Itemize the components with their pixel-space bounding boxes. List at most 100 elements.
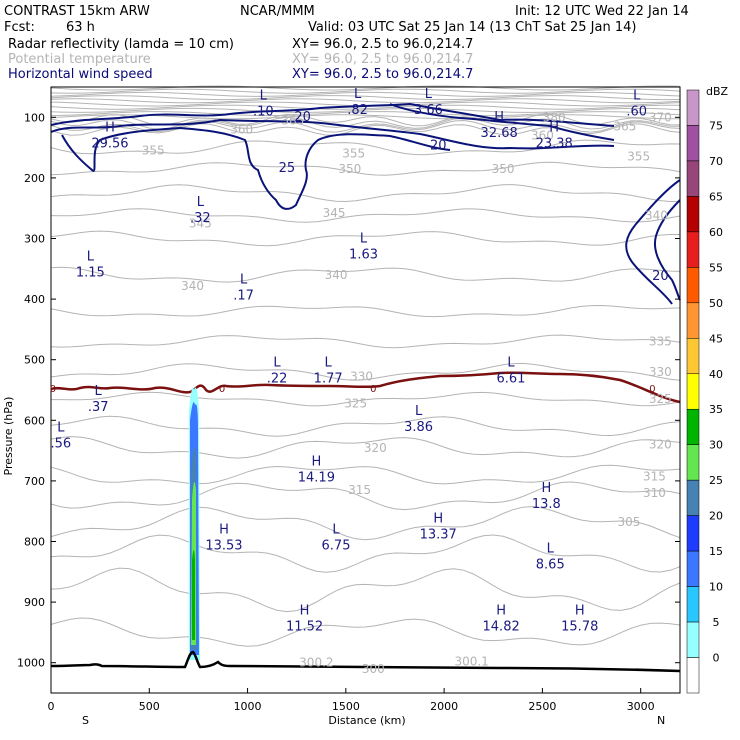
model-title: CONTRAST 15km ARW <box>4 4 150 19</box>
extremum-value: 3.86 <box>404 420 433 435</box>
extremum-value: 32.68 <box>481 126 518 141</box>
extremum-value: .22 <box>267 372 288 387</box>
wind-label: 25 <box>279 161 296 176</box>
theta-contour-line <box>50 464 681 485</box>
extremum-value: .82 <box>347 103 368 118</box>
field-wind-xy: XY= 96.0, 2.5 to 96.0,214.7 <box>292 67 473 82</box>
theta-label: 355 <box>342 147 365 161</box>
extremum-value: 13.8 <box>532 497 561 512</box>
colorbar-level: 75 <box>709 119 723 132</box>
y-tick-label: 1000 <box>17 657 45 670</box>
theta-label: 350 <box>492 162 515 176</box>
theta-band-line <box>50 119 681 133</box>
colorbar-swatch <box>686 657 700 694</box>
wind-min-marker: L <box>57 420 65 435</box>
theta-band-line <box>50 98 681 104</box>
init-time: Init: 12 UTC Wed 22 Jan 14 <box>515 4 689 19</box>
colorbar-swatch <box>686 267 700 304</box>
theta-label: 355 <box>142 144 165 158</box>
x-tick-label: 3000 <box>627 700 655 713</box>
colorbar-swatch <box>686 373 700 410</box>
extremum-value: 14.82 <box>483 619 520 634</box>
y-tick-label: 900 <box>24 596 45 609</box>
colorbar-swatch <box>686 621 700 658</box>
north-label: N <box>657 714 665 727</box>
theta-label: 335 <box>649 335 672 349</box>
theta-label: 345 <box>189 216 212 230</box>
theta-label: 340 <box>181 279 204 293</box>
theta-label: 325 <box>649 392 672 406</box>
extremum-value: 13.53 <box>205 538 242 553</box>
wind-contour-20-right <box>625 179 681 305</box>
theta-band-line <box>50 88 681 94</box>
wind-contour-20-upper <box>50 102 615 127</box>
forecast-hours: 63 h <box>66 20 95 35</box>
wind-contour-20-mid <box>50 118 615 150</box>
wind-max-marker: H <box>105 121 115 136</box>
theta-label: 340 <box>325 268 348 282</box>
theta-contour-line <box>50 481 681 511</box>
theta-band-line <box>50 85 681 91</box>
colorbar-level: 60 <box>709 226 723 239</box>
wind-max-marker: H <box>496 603 506 618</box>
plot-frame <box>50 86 681 694</box>
plot-background <box>51 87 680 693</box>
theta-label: 305 <box>617 515 640 529</box>
wind-contour-20-topright <box>389 103 615 141</box>
theta-contour-line <box>50 415 681 437</box>
theta-contour-line <box>50 506 681 541</box>
theta-contour-line <box>50 184 681 203</box>
wind-min-marker: L <box>260 88 268 103</box>
wind-contour-25 <box>61 126 451 210</box>
x-axis-label: Distance (km) <box>328 714 405 727</box>
wind-max-marker: H <box>549 121 559 136</box>
theta-contours <box>50 139 681 647</box>
y-tick-label: 500 <box>24 354 45 367</box>
wind-max-marker: H <box>494 110 504 125</box>
colorbar-level: 55 <box>709 261 723 274</box>
field-reflectivity-xy: XY= 96.0, 2.5 to 96.0,214.7 <box>292 37 473 52</box>
theta-label: 360 <box>531 128 554 142</box>
wind-labels: 20 20 25 20 <box>279 110 669 284</box>
extremum-value: 11.52 <box>286 619 323 634</box>
colorbar-level: 15 <box>709 545 723 558</box>
colorbar-swatch <box>686 408 700 445</box>
theta-contour-line <box>50 567 681 613</box>
theta-label: 355 <box>627 150 650 164</box>
wind-max-marker: H <box>433 511 443 526</box>
wind-min-marker: L <box>360 231 368 246</box>
colorbar-level: 65 <box>709 190 723 203</box>
colorbar-swatch <box>686 550 700 587</box>
theta-contour-line <box>50 617 681 647</box>
wind-label: 20 <box>652 269 669 284</box>
theta-label: 315 <box>643 470 666 484</box>
x-tick-label: 1000 <box>234 700 262 713</box>
colorbar-swatch <box>686 160 700 197</box>
colorbar-level: 5 <box>713 616 720 629</box>
extremum-value: .17 <box>233 289 254 304</box>
freezing-level-label: 0 <box>219 384 225 395</box>
theta-contour-line <box>50 362 681 381</box>
x-tick-label: 500 <box>139 700 160 713</box>
theta-band-line <box>50 104 680 110</box>
field-reflectivity: Radar reflectivity (lamda = 10 cm) <box>8 37 234 52</box>
theta-contour-line <box>50 161 681 176</box>
theta-label: 300.1 <box>454 654 488 668</box>
theta-label: 330 <box>350 370 373 384</box>
theta-contour-line <box>50 230 680 247</box>
colorbar-level: 70 <box>709 155 723 168</box>
wind-min-marker: L <box>415 404 423 419</box>
x-tick-label: 0 <box>48 700 55 713</box>
extremum-value: 6.75 <box>322 538 351 553</box>
x-tick-label: 2500 <box>528 700 556 713</box>
x-tick-label: 2000 <box>430 700 458 713</box>
theta-label: 345 <box>323 206 346 220</box>
theta-contour-line <box>50 304 681 318</box>
extremum-value: 6.61 <box>496 372 525 387</box>
theta-label: 330 <box>649 365 672 379</box>
y-axis-label: Pressure (hPa) <box>2 397 15 476</box>
extremum-value: .10 <box>253 104 274 119</box>
extremum-value: 23.38 <box>536 137 573 152</box>
